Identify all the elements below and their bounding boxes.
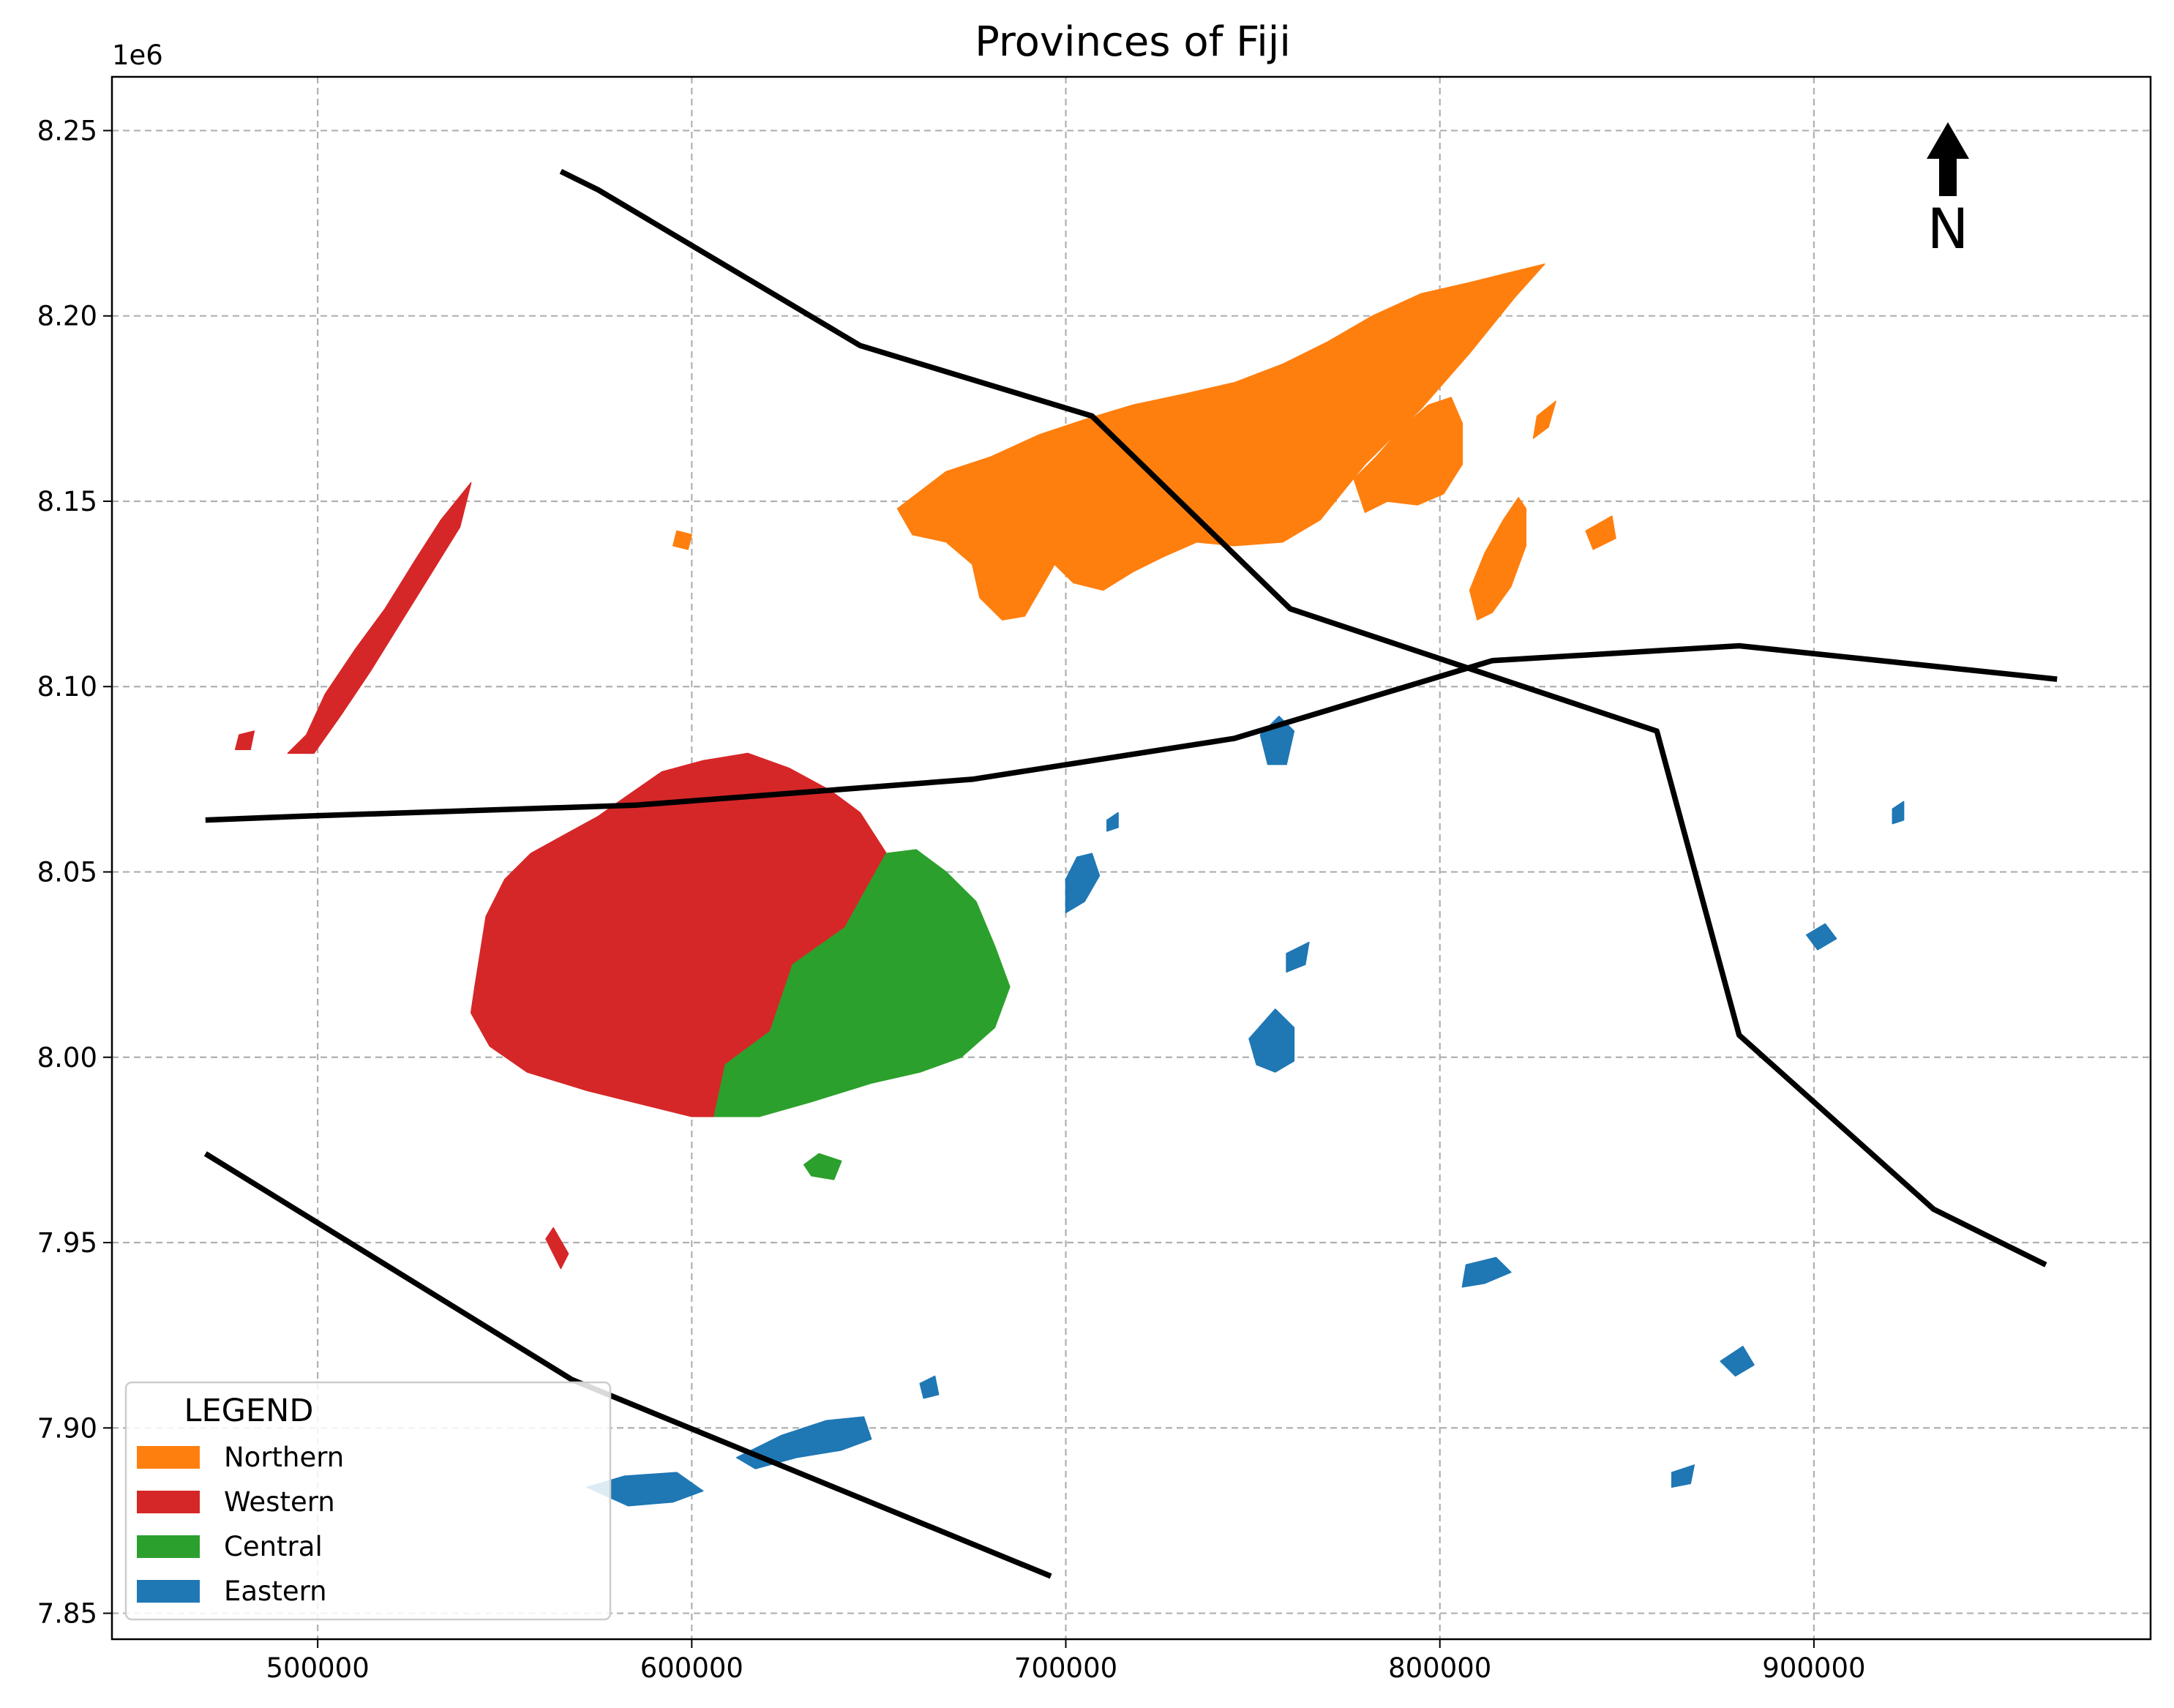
legend-box — [124, 1381, 612, 1621]
legend-label-northern: Northern — [224, 1442, 344, 1473]
region-northern — [1469, 497, 1527, 621]
north-label: N — [1927, 196, 1969, 261]
x-tick-label: 700000 — [1014, 1652, 1117, 1684]
region-northern — [1353, 397, 1463, 513]
y-tick-label: 8.20 — [37, 301, 97, 332]
region-eastern — [586, 1472, 704, 1507]
x-tick-label: 900000 — [1762, 1652, 1865, 1684]
north-arrow-icon — [1927, 122, 1969, 196]
legend-label-central: Central — [224, 1531, 323, 1562]
y-tick-label: 8.00 — [37, 1042, 97, 1074]
route-lines — [203, 168, 2058, 1579]
region-eastern — [1720, 1346, 1755, 1377]
region-northern — [1532, 400, 1556, 439]
x-tick-label: 600000 — [640, 1652, 743, 1684]
region-western — [287, 482, 472, 754]
region-eastern — [735, 1416, 872, 1469]
plot-frame — [110, 75, 2152, 1641]
axes: 500000 600000 700000 800000 900000 7.85 7.90 7.… — [37, 115, 1866, 1684]
y-tick-label: 7.85 — [37, 1598, 97, 1630]
region-northern — [896, 263, 1545, 621]
region-eastern — [1286, 941, 1310, 973]
region-northern — [672, 530, 693, 550]
region-eastern — [919, 1375, 940, 1399]
legend-title: LEGEND — [184, 1393, 314, 1429]
region-eastern — [1106, 812, 1119, 832]
x-tick-label: 800000 — [1388, 1652, 1491, 1684]
region-central — [803, 1153, 842, 1180]
legend-swatch-eastern — [137, 1580, 200, 1603]
route-line-1 — [559, 168, 2047, 1267]
region-eastern — [1248, 1008, 1295, 1073]
region-eastern — [1461, 1256, 1512, 1288]
route-line-3 — [203, 1151, 1052, 1579]
province-regions — [234, 263, 1905, 1507]
region-western — [545, 1227, 569, 1270]
y-tick-label: 7.95 — [37, 1227, 97, 1259]
region-central — [713, 849, 1011, 1117]
y-tick-label: 8.05 — [37, 856, 97, 888]
legend-label-eastern: Eastern — [224, 1576, 327, 1607]
region-eastern — [1892, 801, 1905, 825]
y-tick-label: 8.15 — [37, 486, 97, 517]
y-tick-label: 7.90 — [37, 1412, 97, 1444]
region-northern — [1585, 515, 1616, 550]
route-line-2 — [205, 643, 2058, 823]
legend-swatch-western — [137, 1491, 200, 1513]
y-axis-offset-label: 1e6 — [112, 40, 163, 71]
chart-title: Provinces of Fiji — [975, 18, 1291, 66]
legend: LEGEND Northern Western Central Eastern — [124, 1381, 612, 1621]
region-western — [234, 730, 255, 751]
legend-swatch-central — [137, 1535, 200, 1558]
region-eastern — [1065, 853, 1101, 913]
region-eastern — [1805, 923, 1837, 951]
y-tick-label: 8.25 — [37, 115, 97, 146]
north-arrow: N — [1927, 122, 1969, 261]
y-tick-label: 8.10 — [37, 671, 97, 703]
legend-entries: Northern Western Central Eastern — [137, 1442, 344, 1607]
legend-label-western: Western — [224, 1486, 335, 1518]
region-eastern — [1671, 1464, 1695, 1488]
legend-swatch-northern — [137, 1446, 200, 1469]
x-tick-label: 500000 — [266, 1652, 370, 1684]
